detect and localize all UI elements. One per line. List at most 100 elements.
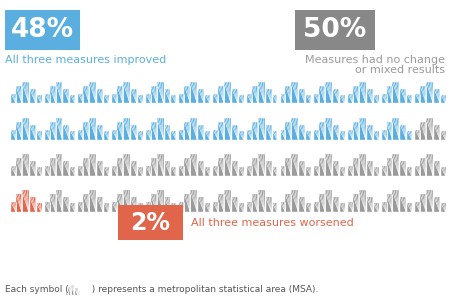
Text: or mixed results: or mixed results [355, 65, 445, 75]
Bar [319, 158, 325, 176]
Bar [434, 89, 440, 103]
Bar [190, 191, 197, 212]
Bar [353, 86, 359, 103]
Bar [400, 89, 406, 103]
Bar [374, 131, 378, 140]
Bar [224, 191, 231, 212]
Bar [382, 166, 387, 176]
Bar [292, 154, 298, 176]
Bar [333, 89, 339, 103]
Bar [266, 161, 271, 176]
Bar [415, 202, 420, 212]
Bar [198, 125, 204, 140]
Bar [63, 161, 69, 176]
Bar [184, 195, 190, 212]
Bar [407, 203, 412, 212]
Bar [353, 158, 359, 176]
Bar [70, 131, 75, 140]
Bar [400, 197, 406, 212]
Bar [151, 122, 157, 140]
Bar [180, 202, 184, 212]
Bar [247, 94, 252, 103]
Bar [266, 89, 271, 103]
Bar [146, 94, 151, 103]
Bar [157, 191, 163, 212]
Bar [112, 202, 117, 212]
Bar [292, 82, 298, 103]
Text: All three measures improved: All three measures improved [5, 55, 166, 65]
Bar [16, 158, 22, 176]
Bar [252, 122, 258, 140]
Bar [83, 122, 89, 140]
Bar [205, 203, 210, 212]
Bar [138, 95, 143, 103]
Bar [367, 89, 373, 103]
Bar [392, 82, 400, 103]
Bar [78, 166, 83, 176]
Bar [374, 203, 378, 212]
Bar [104, 203, 109, 212]
Bar [50, 86, 55, 103]
Bar [258, 154, 265, 176]
Bar [30, 197, 36, 212]
Bar [55, 118, 63, 140]
Bar [180, 166, 184, 176]
Bar [50, 158, 55, 176]
Bar [400, 125, 406, 140]
Bar [184, 158, 190, 176]
Bar [22, 82, 29, 103]
Bar [314, 166, 319, 176]
Bar [285, 122, 292, 140]
Bar [68, 287, 71, 295]
Bar [359, 154, 366, 176]
Bar [353, 122, 359, 140]
Bar [165, 125, 171, 140]
Bar [78, 291, 81, 295]
Bar [252, 195, 258, 212]
Bar [165, 197, 171, 212]
Bar [420, 86, 426, 103]
Bar [367, 161, 373, 176]
Bar [325, 118, 332, 140]
Bar [232, 89, 238, 103]
Bar [420, 158, 426, 176]
Bar [131, 125, 137, 140]
Bar [89, 82, 96, 103]
Bar [184, 86, 190, 103]
Bar [306, 203, 311, 212]
Bar [441, 95, 446, 103]
Bar [232, 161, 238, 176]
Bar [292, 118, 298, 140]
Bar [258, 82, 265, 103]
Bar [387, 86, 392, 103]
Bar [165, 161, 171, 176]
Bar [70, 95, 75, 103]
Bar [434, 197, 440, 212]
Bar [299, 125, 305, 140]
Bar [131, 161, 137, 176]
Bar [280, 130, 285, 140]
Bar [190, 154, 197, 176]
Bar [171, 95, 176, 103]
Bar [280, 166, 285, 176]
Bar [50, 195, 55, 212]
Bar [392, 191, 400, 212]
Bar [426, 191, 433, 212]
Bar [340, 95, 345, 103]
Bar [420, 195, 426, 212]
Bar [138, 131, 143, 140]
Bar [407, 167, 412, 176]
Bar [83, 195, 89, 212]
Bar [37, 203, 42, 212]
Bar [11, 166, 16, 176]
Bar [70, 203, 75, 212]
Bar [292, 191, 298, 212]
Bar [348, 166, 353, 176]
Bar [441, 167, 446, 176]
Bar [266, 197, 271, 212]
Bar [434, 161, 440, 176]
Bar [374, 95, 378, 103]
Bar [117, 158, 123, 176]
Bar [232, 125, 238, 140]
Bar [190, 118, 197, 140]
